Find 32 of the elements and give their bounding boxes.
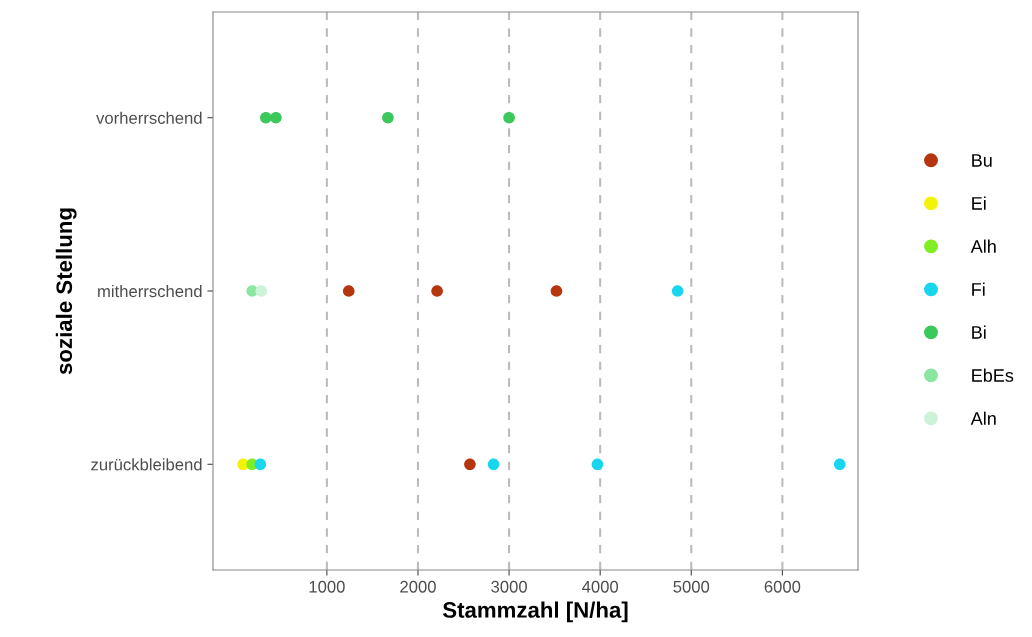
legend-label: Aln [970,411,996,425]
x-tick-label: 5000 [673,580,710,593]
point [260,111,272,124]
legend-label: Fi [972,282,985,296]
point [382,111,394,124]
y-tick-label: vorherrschend [96,111,202,124]
legend-label: Bi [972,325,986,339]
point [255,285,268,297]
y-tick-label: zurückbleibend [91,458,202,471]
x-tick-label: 6000 [764,580,801,593]
point [270,111,282,124]
point [503,111,515,124]
x-tick-label: 2000 [400,580,436,593]
x-axis-title: Stammzahl [N/ha] [442,601,628,623]
point [833,458,846,471]
legend-label: EbEs [972,368,1014,382]
x-tick-label: 1000 [309,580,345,593]
point [254,458,267,471]
point [431,285,443,297]
point [550,285,563,297]
point [464,458,476,471]
y-tick-label: mitherrschend [98,284,202,298]
x-tick-label: 3000 [491,580,527,593]
x-tick-label: 4000 [582,580,619,593]
legend-label: Bu [972,154,992,167]
point [671,285,684,297]
legend-label: Alh [970,239,996,253]
point [342,285,355,297]
point [591,458,604,471]
point [487,458,500,471]
y-axis-title: soziale Stellung [55,208,77,375]
legend-label: Ei [972,196,986,210]
